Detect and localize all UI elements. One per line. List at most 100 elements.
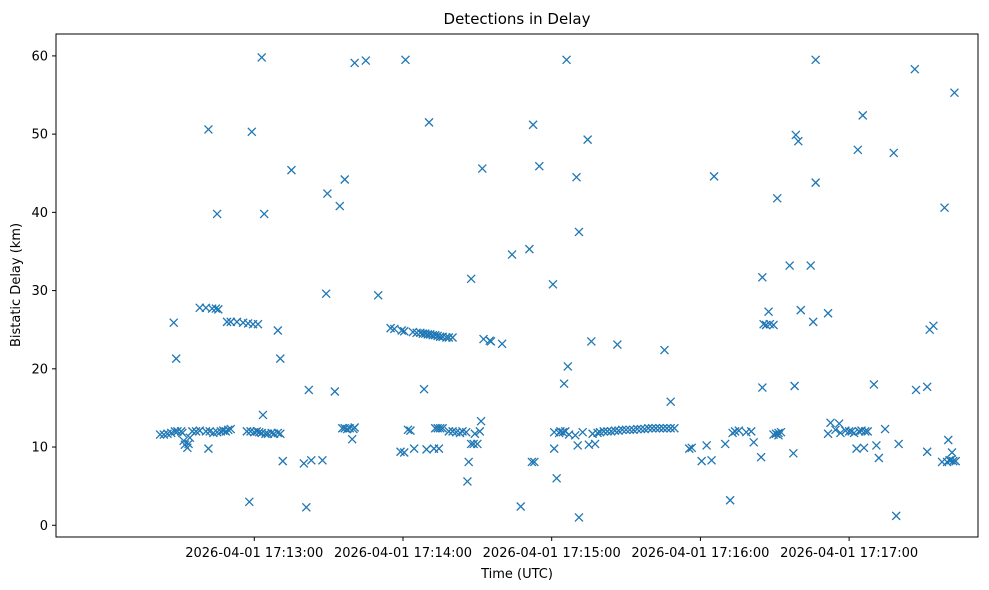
data-point — [889, 148, 899, 158]
data-point — [684, 444, 694, 454]
data-point — [791, 130, 801, 140]
data-point — [764, 307, 774, 317]
data-point — [212, 209, 222, 219]
data-point — [725, 495, 735, 505]
data-point — [552, 473, 562, 483]
data-point — [874, 453, 884, 463]
data-point — [409, 444, 419, 454]
data-point — [811, 178, 821, 188]
data-point — [516, 502, 526, 511]
data-point — [702, 441, 712, 450]
data-point — [707, 455, 717, 465]
y-tick-label: 40 — [31, 206, 48, 221]
data-point — [922, 382, 932, 392]
data-point — [472, 439, 482, 449]
chart-title: Detections in Delay — [444, 10, 591, 28]
data-point — [258, 410, 268, 420]
data-point — [524, 244, 534, 254]
data-point — [599, 426, 609, 436]
data-point — [401, 55, 410, 65]
data-point — [891, 511, 901, 521]
data-point — [350, 58, 360, 68]
data-point — [859, 443, 869, 453]
data-point — [662, 423, 672, 433]
data-point — [275, 354, 285, 364]
data-point — [709, 171, 719, 181]
data-point — [811, 55, 821, 65]
data-point — [477, 164, 487, 174]
data-point — [548, 279, 558, 289]
data-point — [871, 441, 881, 450]
data-point — [340, 175, 350, 184]
data-point — [943, 435, 953, 445]
data-point — [880, 424, 890, 434]
data-point — [835, 428, 845, 438]
data-point — [430, 330, 440, 340]
data-point — [461, 427, 471, 437]
data-point — [462, 476, 472, 486]
data-point — [746, 426, 756, 436]
data-point — [171, 354, 181, 364]
data-point — [948, 456, 958, 466]
data-point — [572, 172, 581, 182]
data-point — [549, 444, 559, 454]
data-point — [317, 455, 327, 465]
data-point — [562, 55, 572, 65]
data-point — [785, 261, 795, 271]
data-point — [808, 317, 818, 327]
data-point — [203, 124, 213, 134]
data-point — [247, 127, 257, 137]
data-point — [793, 136, 803, 146]
data-point — [529, 457, 539, 467]
data-point — [655, 423, 664, 433]
data-point — [275, 429, 285, 439]
data-point — [444, 333, 454, 342]
data-point — [586, 336, 596, 346]
data-point — [756, 452, 766, 462]
plot-frame — [55, 33, 979, 538]
data-point — [788, 448, 798, 458]
data-point — [660, 345, 669, 355]
data-point — [476, 416, 486, 426]
data-point — [321, 289, 331, 299]
data-point — [177, 428, 187, 438]
data-point — [497, 339, 507, 349]
data-point — [252, 426, 262, 436]
data-point — [464, 457, 474, 467]
data-point — [922, 447, 932, 457]
data-point — [578, 427, 588, 437]
data-point — [860, 426, 870, 436]
data-point — [769, 320, 778, 330]
data-point — [286, 165, 296, 175]
data-point — [858, 110, 868, 120]
y-tick-label: 60 — [31, 49, 48, 64]
data-point — [469, 439, 479, 449]
data-point — [373, 290, 383, 300]
data-point — [424, 117, 434, 127]
x-tick-label: 2026-04-01 17:14:00 — [334, 546, 472, 561]
data-point — [304, 385, 314, 395]
x-tick-label: 2026-04-01 17:16:00 — [631, 546, 769, 561]
data-point — [603, 426, 612, 436]
data-point — [869, 379, 879, 389]
data-point — [734, 426, 744, 436]
data-point — [211, 304, 221, 314]
data-point — [397, 326, 407, 335]
data-point — [389, 324, 399, 334]
data-point — [826, 418, 835, 428]
data-point — [434, 444, 444, 454]
y-axis-ticks: 0 10 20 30 40 50 60 — [31, 49, 56, 534]
data-point — [399, 448, 409, 457]
data-point — [155, 430, 165, 439]
data-point — [172, 426, 182, 436]
data-point — [470, 429, 480, 439]
data-point — [223, 425, 233, 435]
data-point — [612, 340, 622, 350]
y-tick-label: 10 — [31, 441, 48, 456]
data-point — [350, 423, 360, 432]
y-tick-label: 30 — [31, 284, 48, 299]
data-point — [928, 321, 938, 331]
data-point — [559, 379, 569, 389]
